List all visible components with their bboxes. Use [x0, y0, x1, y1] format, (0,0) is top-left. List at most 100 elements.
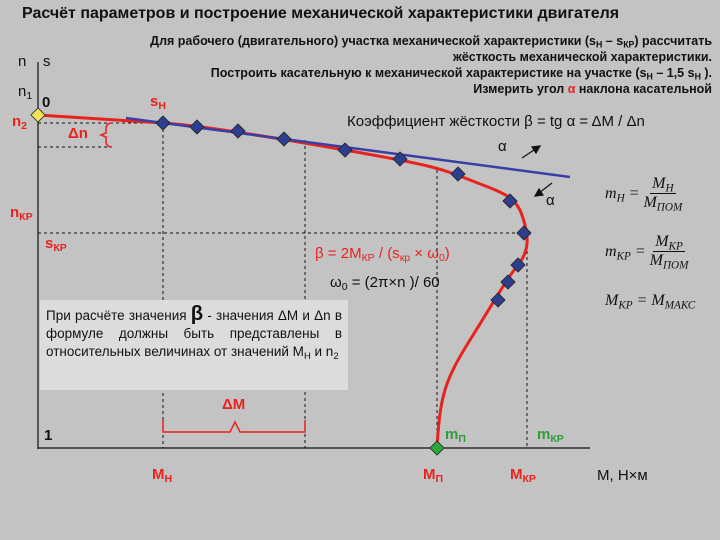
subscript: КР: [623, 39, 635, 50]
subscript: Н: [164, 473, 173, 486]
lhs: mН: [605, 185, 625, 204]
text-part: m: [605, 242, 617, 260]
title: Расчёт параметров и построение механичес…: [22, 5, 620, 22]
label: n: [18, 54, 26, 69]
instruction-line: Построить касательную к механической хар…: [150, 65, 712, 81]
den: MПОМ: [643, 194, 682, 213]
text-part: М: [152, 466, 165, 483]
text-part: жёсткость механической характеристики.: [452, 50, 712, 64]
text-part: При расчёте значения: [46, 308, 191, 323]
subscript: 1: [26, 90, 33, 103]
subscript: КР: [616, 249, 631, 262]
text-part: М, Н×м: [597, 467, 648, 484]
label: mП: [445, 426, 466, 444]
note-box: При расчёте значения β - значения ΔМ и Δ…: [40, 300, 348, 390]
text-part: Для рабочего (двигательного) участка мех…: [150, 34, 596, 48]
omega-formula: ω0 = (2π×n )/ 60: [330, 274, 440, 294]
subscript: 2: [21, 120, 28, 133]
label: mКР: [537, 426, 564, 446]
text-part: n: [18, 83, 27, 100]
text-part: - значения ΔМ и Δn в формуле должны быть…: [46, 308, 342, 359]
lhs: mКР: [605, 242, 631, 262]
text-part: M: [652, 175, 666, 192]
subscript: Н: [616, 191, 625, 204]
text-part: n: [12, 113, 22, 130]
beta-formula: β = 2MКР / (sкр × ω0): [315, 245, 450, 265]
text-part: ΔМ: [222, 396, 246, 413]
text-part: M: [655, 233, 669, 250]
text-part: s: [150, 93, 159, 110]
subscript: Н: [694, 71, 701, 82]
text-part: / (s: [374, 245, 400, 262]
subscript: ПОМ: [662, 259, 689, 272]
points: [155, 115, 532, 308]
subscript: КР: [522, 473, 536, 486]
text-part: β: [190, 303, 204, 325]
text-part: М: [423, 466, 436, 483]
text-part: α: [567, 82, 576, 96]
subscript: КР: [361, 252, 375, 265]
text-part: β = 2M: [315, 245, 362, 262]
text-part: m: [537, 426, 551, 443]
subscript: Н: [596, 39, 603, 50]
text-part: M: [643, 194, 657, 211]
fraction: MН MПОМ: [643, 175, 682, 213]
text-part: ).: [700, 66, 712, 80]
lhs: MКР: [605, 292, 633, 312]
text-part: М: [510, 466, 523, 483]
subscript: Н: [665, 182, 674, 195]
subscript: КР: [19, 211, 33, 224]
instructions: Для рабочего (двигательного) участка мех…: [150, 33, 712, 97]
text-part: Измерить угол: [473, 82, 568, 96]
text-part: ): [444, 245, 450, 262]
text-part: и n: [310, 344, 334, 359]
stiffness-formula: Коэффициент жёсткости β = tg α = ΔM / Δn: [347, 114, 645, 129]
text-part: s: [43, 53, 51, 70]
text-part: α: [546, 192, 555, 209]
label: α: [546, 193, 555, 208]
label: α: [498, 139, 507, 154]
label: 0: [42, 95, 50, 110]
label: МН: [152, 466, 173, 486]
subscript: КР: [668, 240, 683, 253]
subscript: МАКС: [664, 299, 696, 312]
instruction-line: Для рабочего (двигательного) участка мех…: [150, 33, 712, 49]
text-part: α: [498, 138, 507, 155]
label: s: [43, 54, 51, 69]
text-part: n: [18, 53, 27, 70]
text-part: M: [651, 292, 665, 309]
label: sКР: [45, 236, 67, 255]
text-part: 0: [42, 94, 51, 111]
subscript: КР: [618, 299, 633, 312]
text-part: × ω: [410, 245, 439, 262]
text-part: M: [605, 292, 619, 309]
instruction-line: Измерить угол α наклона касательной: [150, 81, 712, 97]
text-part: = (2π×n )/ 60: [347, 274, 440, 291]
formula: MКР = MМАКС: [605, 292, 696, 312]
instruction-line: жёсткость механической характеристики.: [150, 49, 712, 65]
subscript: КР: [53, 242, 67, 255]
text-part: m: [445, 426, 459, 443]
num: MКР: [653, 233, 685, 252]
label: М, Н×м: [597, 468, 648, 483]
subscript: КР: [550, 433, 564, 446]
label: sН: [150, 93, 166, 113]
text-part: n: [10, 204, 20, 221]
subscript: Н: [158, 100, 166, 113]
label: n1: [18, 83, 33, 103]
subscript: П: [435, 473, 444, 486]
label: МКР: [510, 466, 536, 486]
subscript: Н: [303, 350, 311, 362]
num: MН: [650, 175, 676, 195]
subscript: 2: [333, 350, 339, 362]
subscript: кр: [399, 252, 411, 265]
subscript: Н: [646, 71, 653, 82]
subscript: 0: [341, 281, 348, 294]
idle-point: [30, 107, 46, 123]
formula: mН = MН MПОМ: [605, 175, 682, 213]
start-point: [429, 440, 445, 456]
text-part: 1: [44, 427, 53, 444]
label: n2: [12, 113, 28, 133]
dm-bracket: [162, 420, 306, 433]
